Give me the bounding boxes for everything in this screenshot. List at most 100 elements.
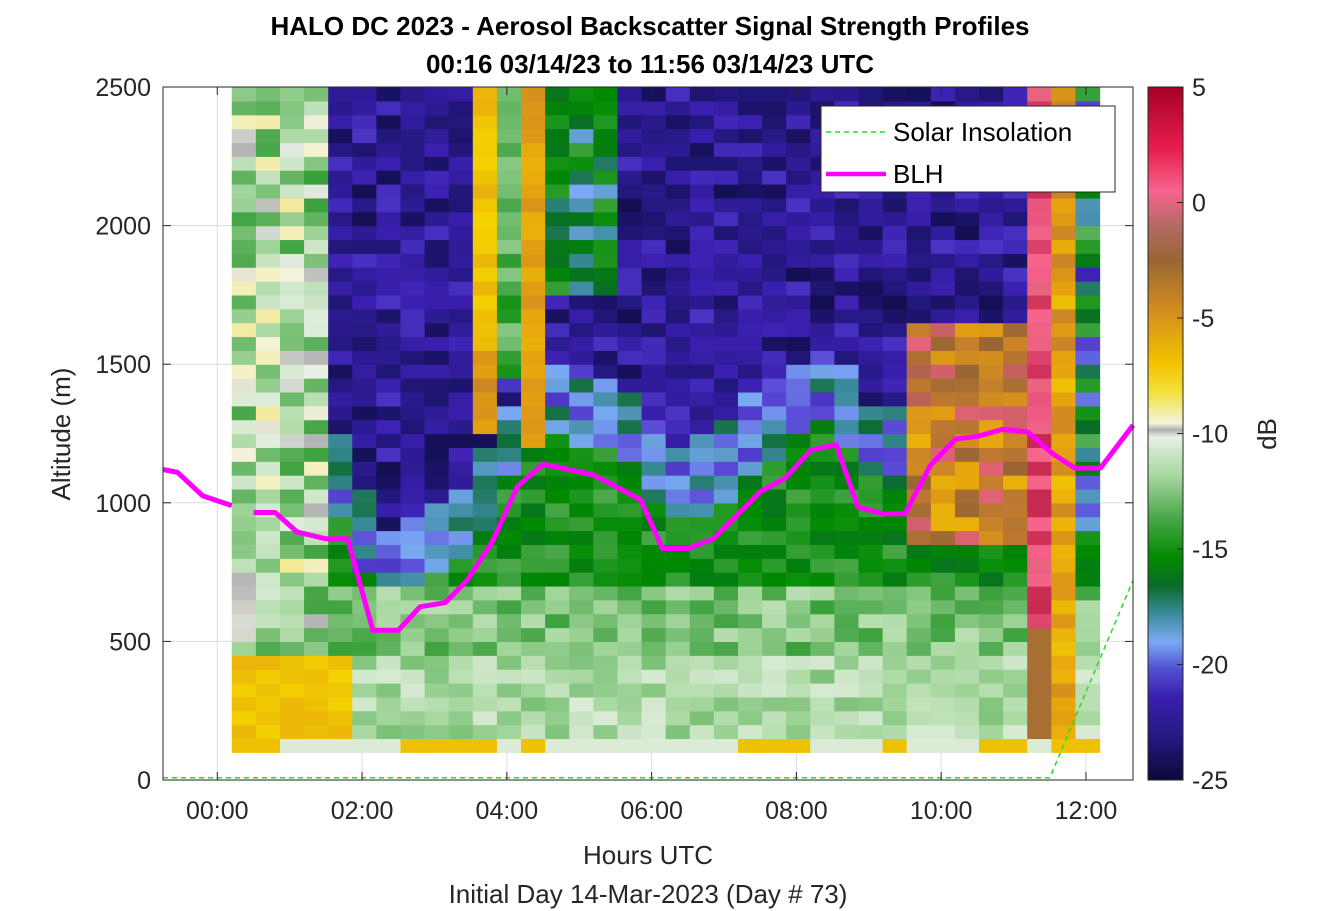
heatmap-cell (304, 641, 329, 656)
heatmap-cell (545, 253, 570, 268)
heatmap-cell (786, 696, 811, 712)
heatmap-cell (328, 350, 353, 365)
heatmap-cell (762, 447, 787, 462)
heatmap-cell (496, 322, 522, 338)
heatmap-cell (617, 87, 643, 102)
heatmap-cell (593, 156, 619, 171)
heatmap-cell (496, 433, 522, 448)
heatmap-cell (569, 114, 594, 130)
heatmap-cell (545, 184, 570, 199)
heatmap-cell (906, 391, 932, 407)
heatmap-cell (1075, 197, 1101, 213)
heatmap-cell (954, 294, 980, 310)
heatmap-cell (593, 87, 619, 102)
heatmap-cell (448, 336, 474, 351)
heatmap-cell (1051, 239, 1077, 254)
heatmap-cell (979, 281, 1004, 296)
heatmap-cell (376, 281, 402, 296)
heatmap-cell (930, 197, 956, 213)
heatmap-cell (1003, 211, 1028, 227)
heatmap-cell (1051, 419, 1077, 435)
heatmap-cell (424, 710, 450, 726)
heatmap-cell (328, 294, 353, 310)
heatmap-cell (665, 516, 691, 532)
heatmap-cell (906, 682, 932, 698)
heatmap-cell (882, 267, 908, 282)
heatmap-cell (737, 433, 763, 448)
heatmap-cell (569, 405, 594, 421)
heatmap-cell (496, 613, 522, 629)
heatmap-cell (376, 239, 402, 254)
heatmap-cell (255, 156, 281, 171)
heatmap-cell (569, 100, 594, 116)
heatmap-cell (448, 710, 474, 726)
heatmap-cell (424, 475, 450, 490)
heatmap-cell (304, 350, 329, 365)
heatmap-cell (834, 572, 860, 587)
heatmap-cell (810, 391, 835, 407)
heatmap-cell (930, 405, 956, 421)
heatmap-cell (762, 710, 787, 726)
heatmap-cell (376, 696, 402, 712)
heatmap-cell (376, 114, 402, 130)
heatmap-cell (545, 267, 570, 282)
heatmap-cell (810, 655, 835, 670)
heatmap-cell (376, 128, 402, 144)
heatmap-cell (689, 405, 715, 421)
heatmap-cell (954, 405, 980, 421)
heatmap-cell (954, 682, 980, 698)
heatmap-cell (641, 100, 667, 116)
heatmap-cell (279, 100, 305, 116)
heatmap-cell (954, 572, 980, 587)
heatmap-cell (255, 142, 281, 157)
heatmap-cell (569, 669, 594, 684)
heatmap-cell (255, 461, 281, 476)
heatmap-cell (424, 239, 450, 254)
heatmap-cell (521, 211, 546, 227)
heatmap-cell (424, 696, 450, 712)
heatmap-cell (424, 294, 450, 310)
heatmap-cell (328, 558, 353, 573)
heatmap-cell (328, 516, 353, 532)
heatmap-cell (328, 253, 353, 268)
heatmap-cell (906, 530, 932, 545)
heatmap-cell (737, 225, 763, 241)
heatmap-cell (930, 627, 956, 642)
heatmap-cell (882, 599, 908, 615)
legend: Solar Insolation BLH (820, 105, 1116, 193)
heatmap-cell (304, 267, 329, 282)
heatmap-cell (979, 211, 1004, 227)
heatmap-cell (834, 294, 860, 310)
heatmap-cell (786, 170, 811, 185)
heatmap-cell (279, 447, 305, 462)
heatmap-cell (424, 350, 450, 365)
heatmap-cell (569, 336, 594, 351)
heatmap-cell (472, 211, 498, 227)
heatmap-cell (255, 558, 281, 573)
heatmap-cell (545, 308, 570, 324)
heatmap-cell (834, 599, 860, 615)
heatmap-cell (279, 350, 305, 365)
heatmap-cell (930, 475, 956, 490)
heatmap-cell (762, 100, 787, 116)
heatmap-cell (1075, 211, 1101, 227)
heatmap-cell (231, 530, 257, 545)
heatmap-cell (328, 461, 353, 476)
heatmap-cell (496, 572, 522, 587)
heatmap-cell (1027, 239, 1052, 254)
heatmap-cell (231, 184, 257, 199)
heatmap-cell (762, 419, 787, 435)
heatmap-cell (448, 308, 474, 324)
heatmap-cell (979, 475, 1004, 490)
heatmap-cell (593, 253, 619, 268)
heatmap-cell (231, 87, 257, 102)
heatmap-cell (954, 558, 980, 573)
heatmap-cell (762, 405, 787, 421)
heatmap-cell (641, 350, 667, 365)
heatmap-cell (304, 613, 329, 629)
heatmap-cell (810, 197, 835, 213)
heatmap-cell (930, 350, 956, 365)
heatmap-cell (328, 239, 353, 254)
heatmap-cell (665, 475, 691, 490)
heatmap-cell (255, 211, 281, 227)
